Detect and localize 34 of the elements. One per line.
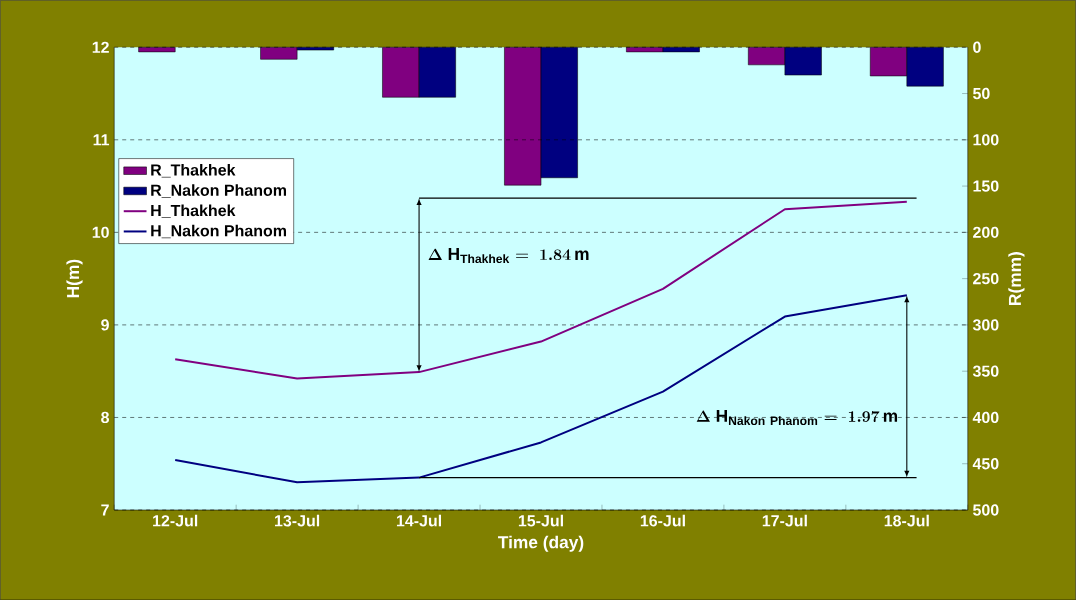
- y2-tick-label: 400: [972, 411, 999, 424]
- annotation: $\Delta\ \mathrm{H}_{\mathrm{Nakon\ Phanom}} =\ 1.97\,\mathrm{m}$: [696, 409, 898, 425]
- x-tick-label: 18-Jul: [884, 514, 929, 527]
- y2-tick-label: 200: [973, 226, 999, 238]
- y-tick-label: 8: [101, 411, 110, 423]
- y-axis-title: H(m): [66, 259, 83, 298]
- y2-tick-label: 450: [972, 457, 999, 470]
- y2-tick-label: 500: [973, 504, 999, 516]
- y-tick-label: 11: [93, 134, 110, 146]
- y-tick-label: 10: [92, 226, 109, 238]
- y2-tick-label: 0: [973, 41, 981, 53]
- legend-label: H_Nakon Phanom: [151, 224, 287, 239]
- x-tick-label: 15-Jul: [518, 514, 563, 527]
- x-tick-label: 12-Jul: [153, 514, 198, 527]
- x-tick-label: 14-Jul: [396, 514, 442, 527]
- x-axis-title: Time (day): [498, 535, 584, 552]
- y-tick-label: 12: [92, 41, 109, 53]
- y2-axis-title: R(mm): [1008, 251, 1025, 305]
- y2-tick-label: 100: [973, 134, 999, 146]
- x-tick-label: 13-Jul: [275, 514, 320, 527]
- legend-label: H_Thakhek: [151, 204, 236, 218]
- y2-tick-label: 150: [973, 180, 999, 192]
- y-tick-label: 7: [101, 504, 109, 516]
- x-tick-label: 16-Jul: [640, 514, 685, 527]
- x-tick-label: 17-Jul: [762, 514, 807, 527]
- y2-tick-label: 250: [973, 272, 999, 285]
- y2-tick-label: 50: [973, 87, 990, 100]
- y2-tick-label: 350: [972, 365, 999, 377]
- y-tick-label: 9: [101, 319, 109, 331]
- annotation: $\Delta\ \mathrm{H}_{\mathrm{Thakhek}} =\ 1.84\,\mathrm{m}$: [428, 247, 589, 263]
- legend-label: R_Nakon Phanom: [151, 184, 287, 198]
- y2-tick-label: 300: [972, 319, 999, 331]
- line-series: [174, 294, 908, 484]
- legend-label: R_Thakhek: [151, 163, 236, 178]
